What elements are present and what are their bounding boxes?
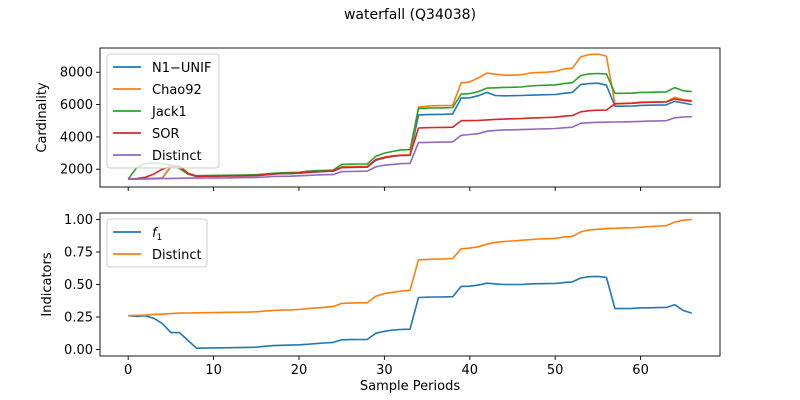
- indicators-xtick-label: 30: [376, 363, 393, 378]
- indicators-xtick-label: 60: [632, 363, 649, 378]
- cardinality-series-line-4: [128, 115, 692, 180]
- cardinality-ytick-label: 6000: [60, 98, 93, 113]
- cardinality-legend-label-1: Chao92: [152, 83, 202, 98]
- indicators-series-line-1: [128, 218, 692, 317]
- figure-title: waterfall (Q34038): [344, 7, 476, 23]
- cardinality-ytick-label: 8000: [60, 66, 93, 81]
- indicators-ytick-label: 0.50: [64, 278, 93, 293]
- indicators-ytick-label: 1.00: [64, 213, 93, 228]
- indicators-ytick-label: 0.00: [64, 343, 93, 358]
- indicators-legend-label-0: f1: [152, 226, 162, 243]
- indicators-xtick-label: 10: [205, 363, 222, 378]
- cardinality-panel: 2000 4000 6000 8000 Cardinality N1−UNIF Chao92…: [35, 47, 721, 191]
- indicators-ytick-label: 0.25: [64, 311, 93, 326]
- indicators-series-line-0: [128, 275, 693, 350]
- cardinality-legend-box: [106, 53, 220, 169]
- indicators-legend-box: [106, 218, 208, 268]
- cardinality-series-line-3: [128, 98, 692, 180]
- indicators-xtick-label: 50: [547, 363, 564, 378]
- cardinality-legend-label-3: SOR: [152, 127, 180, 142]
- indicators-legend-label-1: Distinct: [152, 248, 202, 263]
- indicators-panel: 0.00 0.25 0.50 0.75 1.00 0 10 20 30 40 50 60 Indicat…: [40, 212, 721, 394]
- cardinality-ytick-label: 2000: [60, 163, 93, 178]
- cardinality-legend-label-2: Jack1: [151, 105, 187, 120]
- cardinality-legend-label-0: N1−UNIF: [152, 61, 211, 76]
- cardinality-axes-frame: [99, 47, 721, 188]
- indicators-xtick-label: 40: [462, 363, 479, 378]
- cardinality-ylabel: Cardinality: [35, 82, 50, 153]
- indicators-xtick-label: 20: [291, 363, 308, 378]
- indicators-xlabel: Sample Periods: [360, 379, 460, 394]
- indicators-xtick-label: 0: [124, 363, 132, 378]
- indicators-legend-label-subscript: 1: [157, 233, 163, 243]
- indicators-ylabel: Indicators: [40, 252, 55, 316]
- indicators-legend-label-main: f: [152, 226, 159, 241]
- indicators-ytick-label: 0.75: [64, 246, 93, 261]
- cardinality-legend-label-4: Distinct: [152, 149, 202, 164]
- cardinality-ytick-label: 4000: [60, 130, 93, 145]
